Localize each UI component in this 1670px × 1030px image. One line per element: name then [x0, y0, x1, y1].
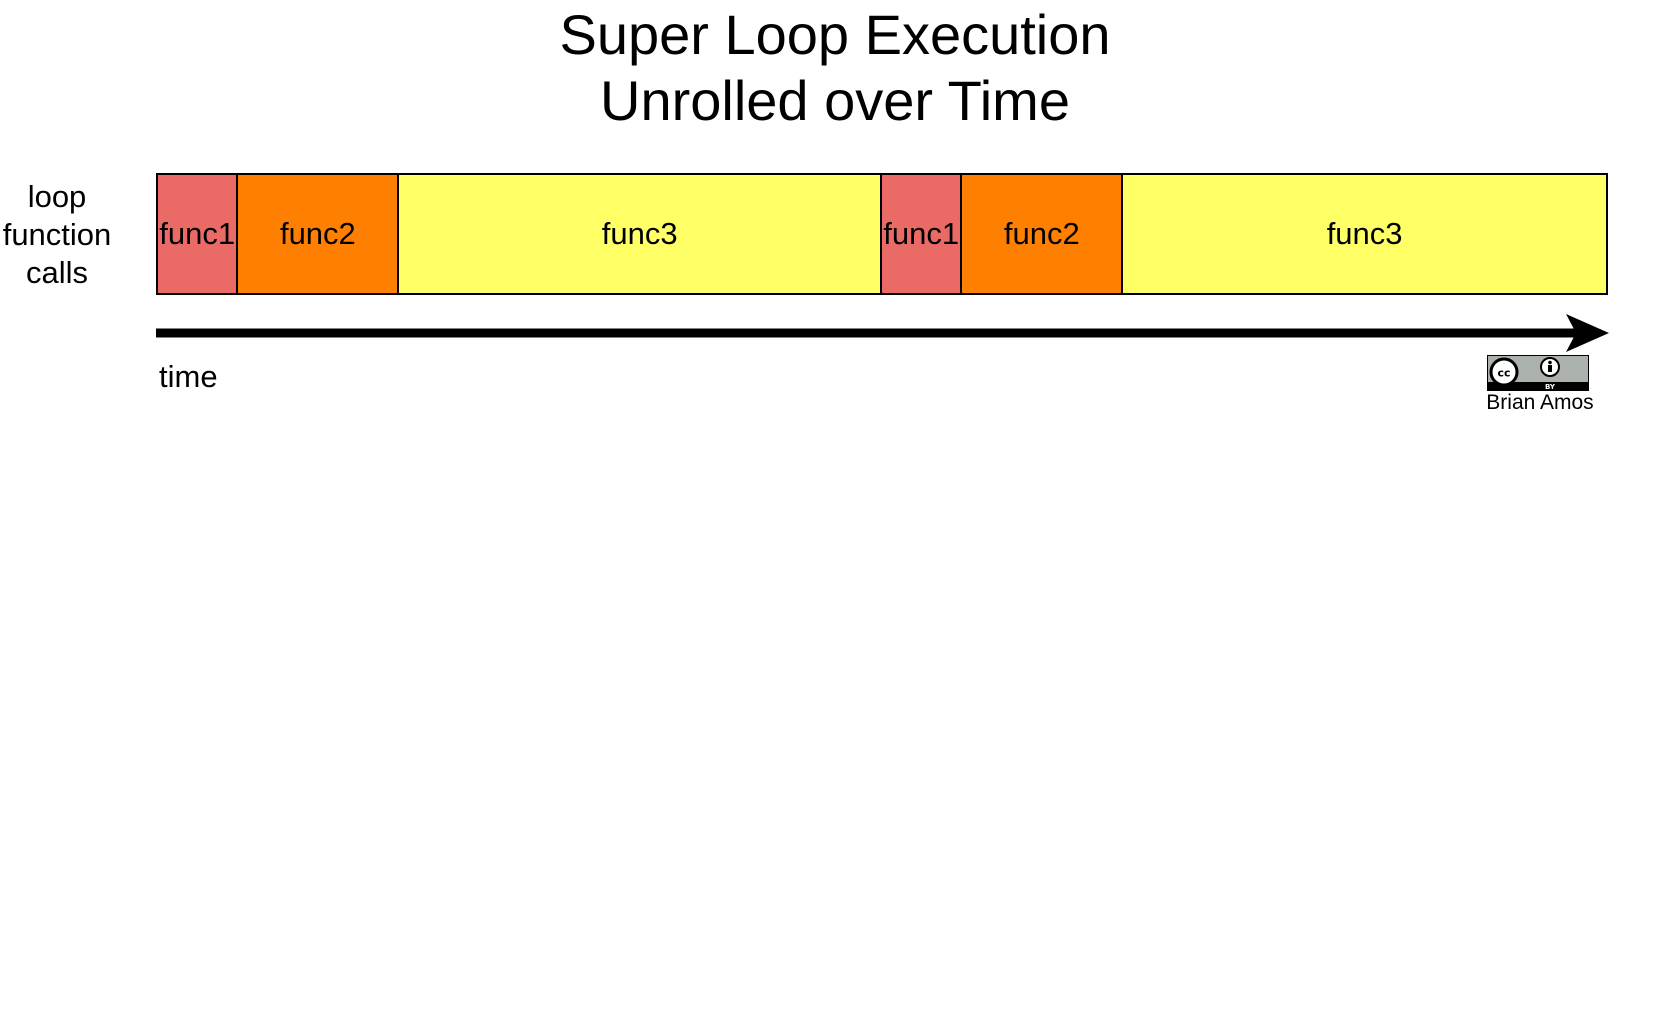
- cc-by-license-badge: cc BY: [1487, 355, 1589, 391]
- row-label-line-3: calls: [25, 255, 88, 290]
- by-attribution-icon: [1540, 357, 1560, 377]
- author-credit: Brian Amos: [1486, 391, 1594, 414]
- function-call-timeline: func1 func2 func3 func1 func2 func3: [156, 173, 1608, 295]
- segment-func3-first: func3: [399, 175, 882, 293]
- by-badge-text: BY: [1545, 383, 1556, 391]
- segment-func1-first: func1: [158, 175, 239, 293]
- diagram-title: Super Loop Execution Unrolled over Time: [0, 2, 1670, 134]
- time-axis-arrow: [156, 314, 1609, 352]
- segment-func2-second: func2: [962, 175, 1124, 293]
- cc-icon: cc: [1489, 357, 1519, 387]
- title-line-2: Unrolled over Time: [600, 69, 1070, 132]
- svg-text:cc: cc: [1497, 367, 1510, 380]
- row-label-line-2: function: [2, 217, 112, 252]
- row-label: loop function calls: [0, 178, 114, 292]
- segment-func3-second: func3: [1123, 175, 1606, 293]
- segment-func2-first: func2: [238, 175, 400, 293]
- time-axis-label: time: [159, 359, 218, 394]
- title-line-1: Super Loop Execution: [559, 3, 1111, 66]
- row-label-line-1: loop: [27, 179, 87, 214]
- segment-func1-second: func1: [881, 175, 963, 293]
- arrow-head-icon: [1566, 314, 1609, 352]
